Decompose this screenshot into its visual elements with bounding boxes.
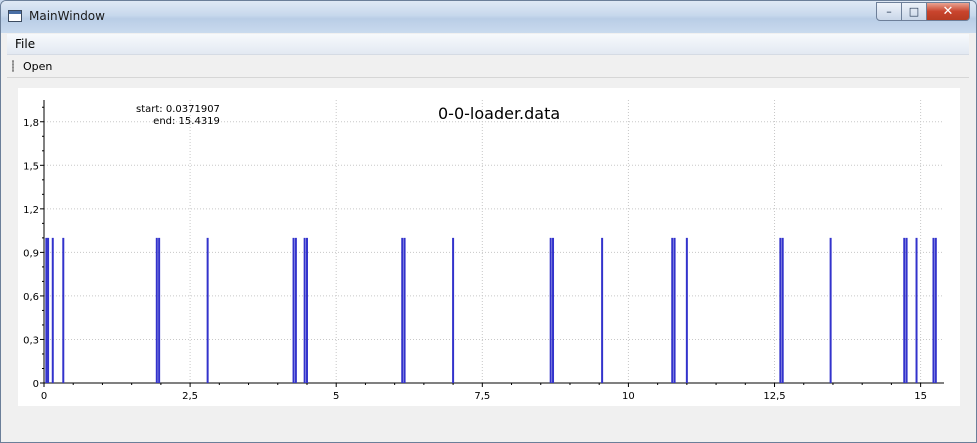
minimize-button[interactable]: – — [876, 2, 902, 21]
title-bar[interactable]: MainWindow – □ ✕ — [1, 1, 976, 33]
y-tick-label: 0 — [33, 379, 39, 390]
data-bar — [206, 237, 209, 383]
y-tick-label: 1,2 — [23, 205, 39, 216]
x-tick-label: 0 — [41, 391, 47, 402]
range-info: start: 0.0371907 end: 15.4319 — [136, 104, 220, 128]
chart: 0 2,5 5 7,5 10 12,5 15 0 0,3 0,6 0,9 1,2 1,5 1,8 — [23, 100, 944, 402]
data-bar — [62, 237, 65, 383]
x-tick-label: 10 — [622, 391, 635, 402]
close-button[interactable]: ✕ — [926, 2, 970, 21]
data-bar — [403, 237, 406, 383]
data-bar — [829, 237, 832, 383]
data-bar — [779, 237, 782, 383]
data-bar — [671, 237, 674, 383]
tool-bar: Open — [7, 55, 969, 78]
window-title: MainWindow — [29, 9, 105, 23]
x-tick-label: 12,5 — [763, 391, 785, 402]
plot-title: 0-0-loader.data — [438, 104, 561, 123]
data-bar — [45, 237, 48, 383]
data-bar — [685, 237, 688, 383]
x-tick-label: 15 — [914, 391, 927, 402]
data-bar — [673, 237, 676, 383]
data-bar — [303, 237, 306, 383]
data-bar — [601, 237, 604, 383]
menu-file[interactable]: File — [15, 37, 36, 51]
plot-area[interactable]: 0 2,5 5 7,5 10 12,5 15 0 0,3 0,6 0,9 1,2 1,5 1,8 star… — [18, 88, 960, 406]
y-tick-label: 1,8 — [23, 118, 39, 129]
data-bar — [292, 237, 295, 383]
data-bar — [47, 237, 50, 383]
data-bar — [781, 237, 784, 383]
maximize-button[interactable]: □ — [901, 2, 927, 21]
window-icon — [8, 10, 22, 22]
x-tick-label: 7,5 — [474, 391, 490, 402]
toolbar-grip-handle[interactable] — [12, 60, 14, 72]
data-bar — [155, 237, 158, 383]
data-bar — [549, 237, 552, 383]
window-controls: – □ ✕ — [876, 2, 970, 22]
x-tick-label: 5 — [333, 391, 339, 402]
data-bar — [51, 237, 54, 383]
data-bar — [934, 237, 937, 383]
end-value: end: 15.4319 — [153, 116, 220, 127]
data-bar — [158, 237, 161, 383]
start-value: start: 0.0371907 — [136, 104, 220, 115]
data-bar — [915, 237, 918, 383]
y-tick-label: 1,5 — [23, 161, 39, 172]
data-bar — [932, 237, 935, 383]
data-bar — [903, 237, 906, 383]
data-bar — [294, 237, 297, 383]
data-bar — [905, 237, 908, 383]
data-bar — [305, 237, 308, 383]
open-button[interactable]: Open — [23, 60, 53, 73]
y-tick-label: 0,3 — [23, 335, 39, 346]
y-tick-label: 0,9 — [23, 248, 39, 259]
x-tick-label: 2,5 — [182, 391, 198, 402]
data-bar — [401, 237, 404, 383]
data-bar — [552, 237, 555, 383]
menu-bar: File — [7, 34, 969, 55]
data-bar — [452, 237, 455, 383]
y-tick-label: 0,6 — [23, 292, 39, 303]
